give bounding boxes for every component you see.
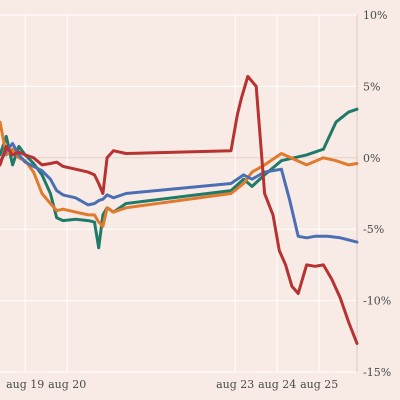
x-tick-label: aug 19 (6, 378, 44, 391)
series-line-3 (0, 74, 359, 345)
x-tick-label: aug 20 (48, 378, 86, 391)
series-line-1 (0, 120, 359, 228)
x-tick-label: aug 24 (258, 378, 296, 391)
x-tick-label: aug 23 (216, 378, 254, 391)
y-tick-label: 10% (363, 9, 387, 22)
y-tick-label: 0% (363, 152, 380, 165)
y-tick-label: -15% (363, 366, 391, 379)
y-tick-label: -10% (363, 295, 391, 308)
series-line-0 (0, 107, 359, 250)
series-line-2 (0, 142, 359, 244)
grid (0, 14, 358, 373)
x-axis: aug 19 aug 20 aug 23 aug 24 aug 25 (6, 378, 338, 391)
series-layer (0, 74, 359, 345)
y-axis: 10% 5% 0% -5% -10% -15% (363, 9, 391, 379)
x-tick-label: aug 25 (300, 378, 338, 391)
y-tick-label: -5% (363, 223, 384, 236)
y-tick-label: 5% (363, 80, 380, 93)
